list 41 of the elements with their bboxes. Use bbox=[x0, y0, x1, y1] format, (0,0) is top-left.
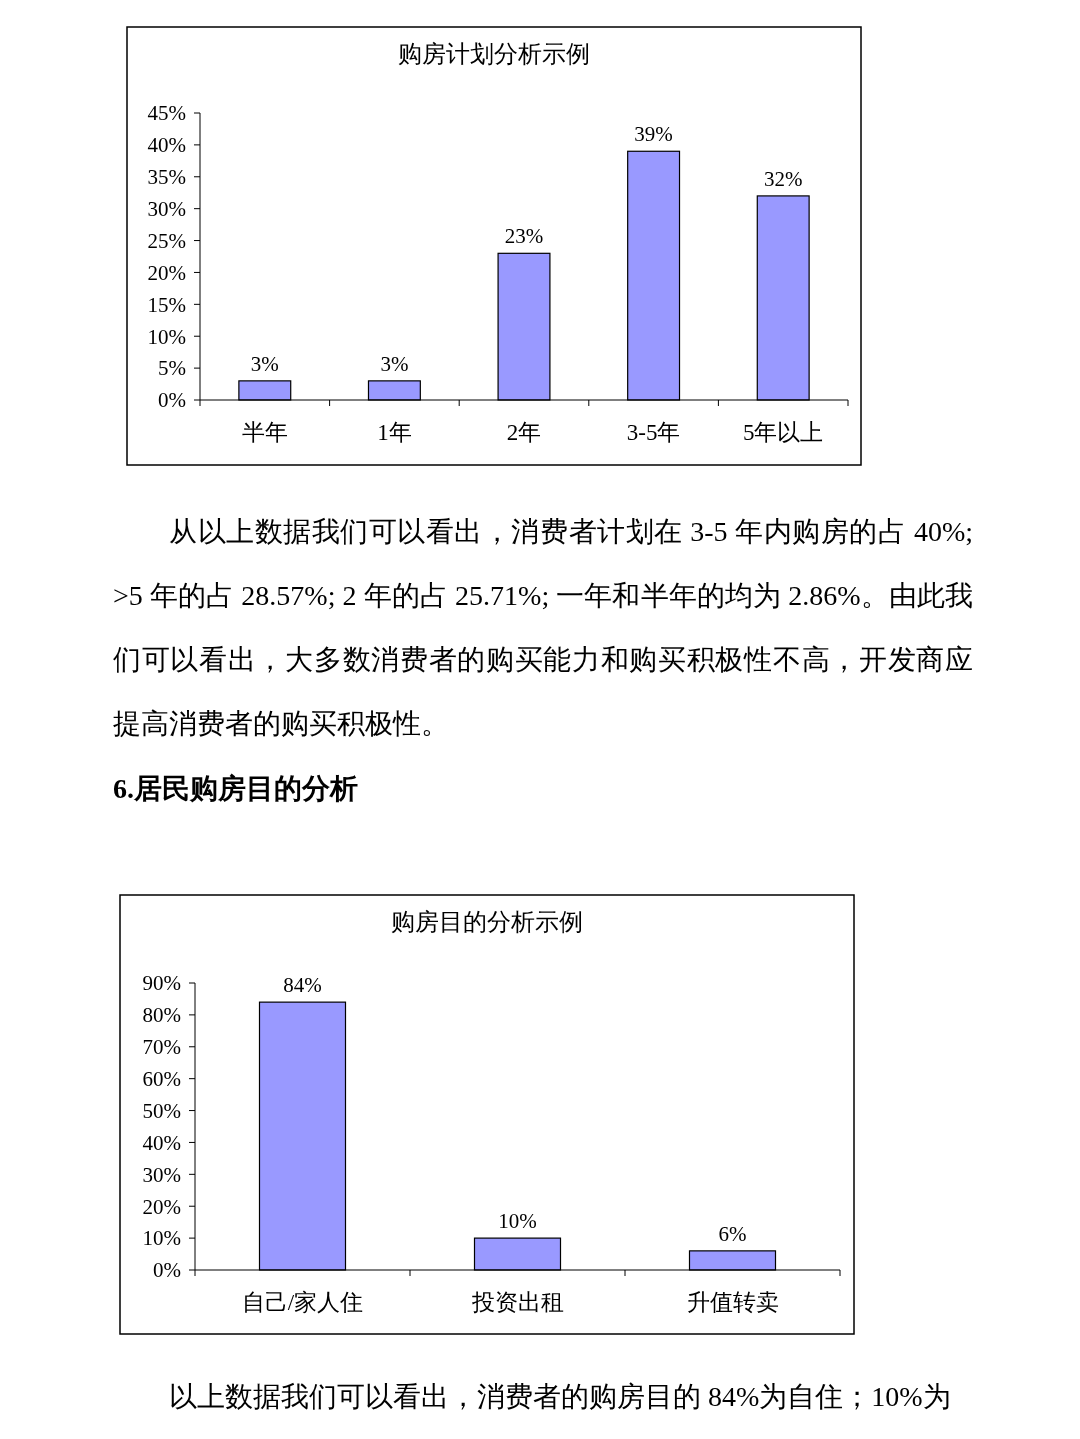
text: 以上数据我们可以看出，消费者的购房目的 84%为自住；10%为 bbox=[168, 1380, 952, 1414]
chart-title: 购房目的分析示例 bbox=[391, 909, 583, 935]
text: 6.居民购房目的分析 bbox=[113, 772, 359, 806]
y-tick-label: 40% bbox=[147, 133, 186, 158]
x-tick-label: 投资出租 bbox=[470, 1290, 564, 1315]
data-label: 10% bbox=[498, 1209, 537, 1234]
text: 从以上数据我们可以看出，消费者计划在 3-5 年内购房的占 40%; >5 年的占 28.57%; 2 年的占 25.71%; 一年和半年的均为 2.86%。由此我们可以看出，大多数消费者的购买能力和购买积极性不高，开发商应提高消费者的购买积极性。 bbox=[113, 515, 973, 741]
x-tick-label: 1年 bbox=[377, 420, 412, 445]
data-label: 3% bbox=[380, 351, 409, 376]
y-tick-label: 35% bbox=[147, 165, 186, 190]
data-label: 39% bbox=[634, 122, 673, 147]
data-label: 32% bbox=[763, 166, 803, 191]
x-tick-label: 升值转卖 bbox=[686, 1290, 779, 1315]
chart-title: 购房计划分析示例 bbox=[398, 41, 590, 67]
data-label: 84% bbox=[283, 973, 322, 998]
y-tick-label: 40% bbox=[142, 1130, 181, 1155]
y-tick-label: 45% bbox=[147, 101, 186, 126]
y-tick-label: 70% bbox=[142, 1035, 181, 1060]
x-tick-label: 5年以上 bbox=[742, 420, 824, 445]
data-label: 6% bbox=[718, 1221, 747, 1246]
data-label: 23% bbox=[504, 224, 544, 249]
y-tick-label: 30% bbox=[142, 1162, 181, 1187]
x-tick-label: 半年 bbox=[241, 420, 288, 445]
y-tick-label: 20% bbox=[142, 1194, 181, 1219]
x-tick-label: 自己/家人住 bbox=[241, 1290, 364, 1315]
y-tick-label: 0% bbox=[153, 1258, 181, 1283]
y-tick-label: 60% bbox=[142, 1067, 181, 1092]
x-tick-label: 3-5年 bbox=[626, 420, 681, 445]
y-tick-label: 10% bbox=[142, 1226, 181, 1251]
y-tick-label: 0% bbox=[158, 388, 186, 413]
y-tick-label: 25% bbox=[147, 228, 186, 253]
y-tick-label: 15% bbox=[147, 292, 186, 317]
y-tick-label: 5% bbox=[158, 356, 186, 381]
y-tick-label: 30% bbox=[147, 197, 186, 222]
y-tick-label: 10% bbox=[147, 324, 186, 349]
y-tick-label: 20% bbox=[147, 260, 186, 285]
y-tick-label: 80% bbox=[142, 1003, 181, 1028]
y-tick-label: 50% bbox=[142, 1098, 181, 1123]
data-label: 3% bbox=[250, 351, 279, 376]
x-tick-label: 2年 bbox=[506, 420, 542, 445]
y-tick-label: 90% bbox=[142, 971, 181, 996]
